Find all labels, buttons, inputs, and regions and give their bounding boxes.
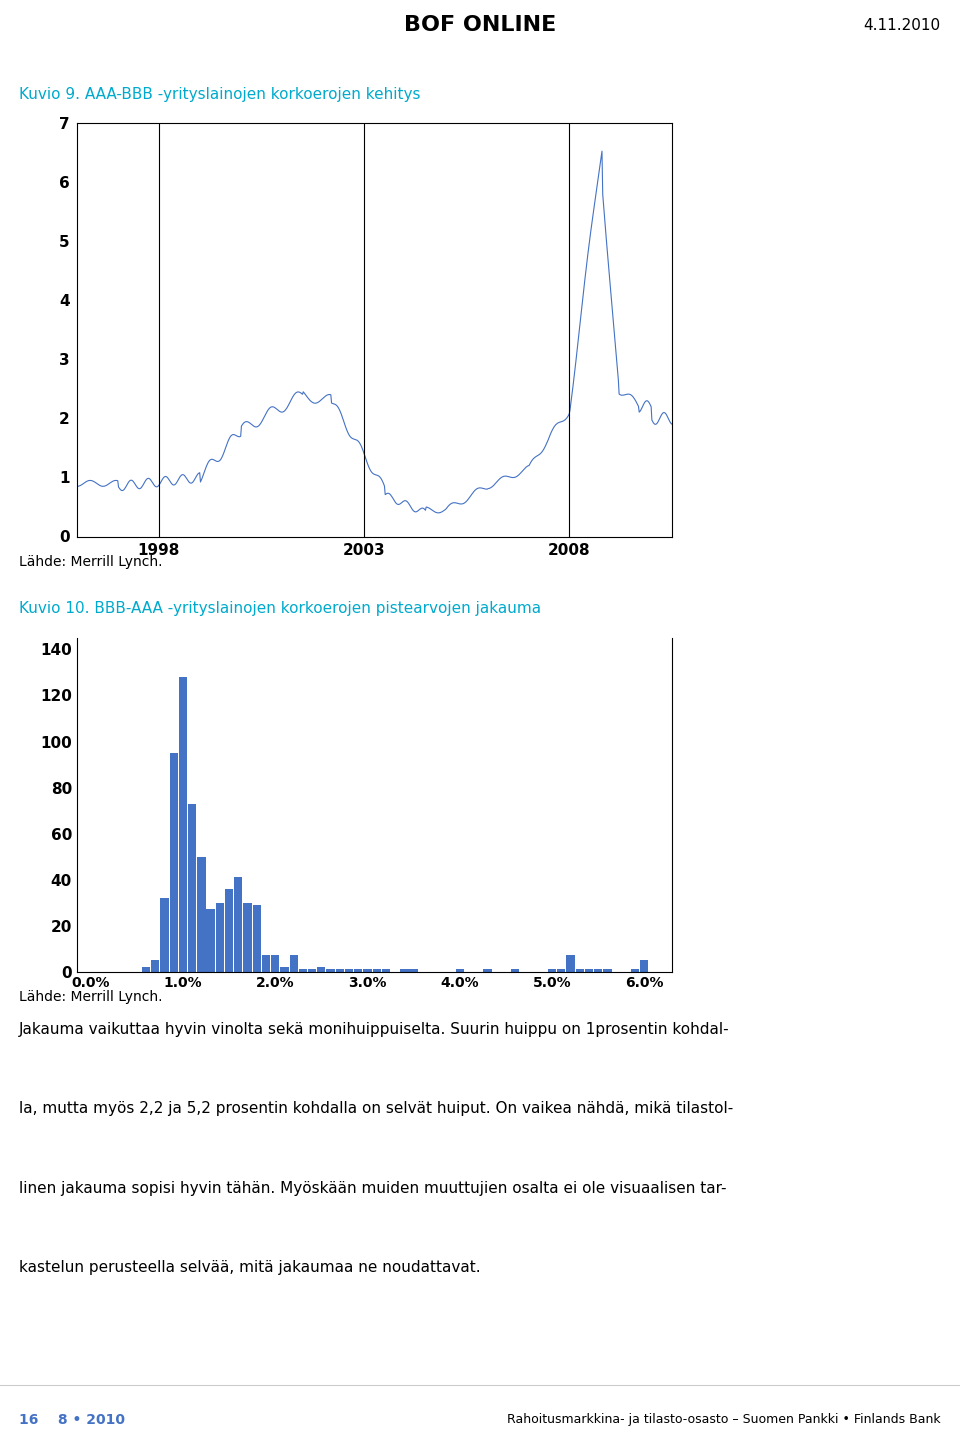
Text: BOF ONLINE: BOF ONLINE [404,16,556,35]
Text: Kuvio 9. AAA-BBB -yrityslainojen korkoerojen kehitys: Kuvio 9. AAA-BBB -yrityslainojen korkoer… [19,87,420,102]
Bar [206,909,215,972]
Bar [160,898,169,972]
Bar [326,969,335,972]
Bar [188,803,196,972]
Bar [290,956,298,972]
Bar [372,969,381,972]
Bar [244,902,252,972]
Bar [170,753,178,972]
Text: linen jakauma sopisi hyvin tähän. Myöskään muiden muuttujien osalta ei ole visua: linen jakauma sopisi hyvin tähän. Myöskä… [19,1180,727,1196]
Bar [566,956,575,972]
Bar [511,969,519,972]
Bar [299,969,307,972]
Bar [336,969,344,972]
Bar [151,960,159,972]
Bar [410,969,418,972]
Text: Lähde: Merrill Lynch.: Lähde: Merrill Lynch. [19,555,162,568]
Bar [363,969,372,972]
Bar [234,877,243,972]
Bar [345,969,353,972]
Text: Rahoitusmarkkina- ja tilasto-osasto – Suomen Pankki • Finlands Bank: Rahoitusmarkkina- ja tilasto-osasto – Su… [507,1414,941,1425]
Bar [262,956,270,972]
Bar [271,956,279,972]
Bar [585,969,593,972]
Bar [317,967,325,972]
Text: 16    8 • 2010: 16 8 • 2010 [19,1412,125,1427]
Text: Kuvio 10. BBB-AAA -yrityslainojen korkoerojen pistearvojen jakauma: Kuvio 10. BBB-AAA -yrityslainojen korkoe… [19,602,541,616]
Bar [225,889,233,972]
Text: Lähde: Merrill Lynch.: Lähde: Merrill Lynch. [19,990,162,1003]
Text: kastelun perusteella selvää, mitä jakaumaa ne noudattavat.: kastelun perusteella selvää, mitä jakaum… [19,1260,481,1275]
Bar [594,969,602,972]
Text: Jakauma vaikuttaa hyvin vinolta sekä monihuippuiselta. Suurin huippu on 1prosent: Jakauma vaikuttaa hyvin vinolta sekä mon… [19,1022,730,1037]
Text: 4.11.2010: 4.11.2010 [864,17,941,33]
Bar [483,969,492,972]
Bar [179,677,187,972]
Bar [308,969,316,972]
Bar [216,902,224,972]
Bar [382,969,390,972]
Text: la, mutta myös 2,2 ja 5,2 prosentin kohdalla on selvät huiput. On vaikea nähdä, : la, mutta myös 2,2 ja 5,2 prosentin kohd… [19,1102,733,1116]
Bar [576,969,584,972]
Bar [142,967,150,972]
Bar [603,969,612,972]
Bar [280,967,289,972]
Bar [456,969,464,972]
Bar [252,905,261,972]
Bar [354,969,363,972]
Bar [400,969,409,972]
Bar [640,960,648,972]
Bar [557,969,565,972]
Bar [631,969,639,972]
Bar [548,969,556,972]
Bar [197,857,205,972]
